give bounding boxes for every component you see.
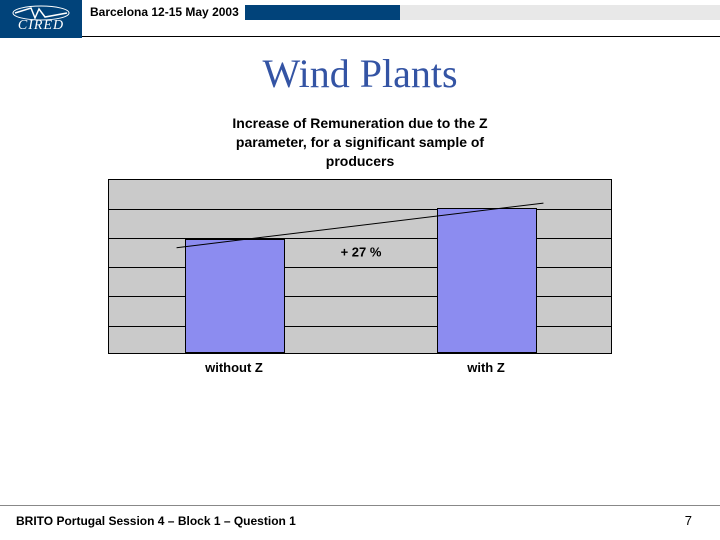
percent-annotation: + 27 %: [341, 244, 382, 259]
header-accent-bar-light: [400, 5, 720, 20]
chart-container: Increase of Remuneration due to the Z pa…: [108, 114, 612, 384]
page-title: Wind Plants: [0, 50, 720, 97]
footer-divider: [0, 505, 720, 506]
bar: [437, 208, 537, 352]
cired-logo: CIRED: [0, 0, 82, 38]
footer-left: BRITO Portugal Session 4 – Block 1 – Que…: [16, 514, 296, 528]
chart-title-line: Increase of Remuneration due to the Z: [232, 115, 487, 131]
x-axis-label: with Z: [467, 360, 505, 375]
chart-title-line: parameter, for a significant sample of: [236, 134, 484, 150]
footer-right: 7: [685, 513, 692, 528]
plot-area: + 27 %: [108, 179, 612, 354]
x-axis-labels: without Z with Z: [108, 360, 612, 384]
header-divider: [82, 36, 720, 37]
header: CIRED Barcelona 12-15 May 2003: [0, 0, 720, 38]
header-text: Barcelona 12-15 May 2003: [90, 5, 239, 19]
chart-title-line: producers: [326, 153, 394, 169]
logo-text: CIRED: [18, 19, 64, 33]
x-axis-label: without Z: [205, 360, 263, 375]
header-accent-bar-dark: [245, 5, 400, 20]
chart-title: Increase of Remuneration due to the Z pa…: [108, 114, 612, 171]
bar: [185, 239, 285, 353]
